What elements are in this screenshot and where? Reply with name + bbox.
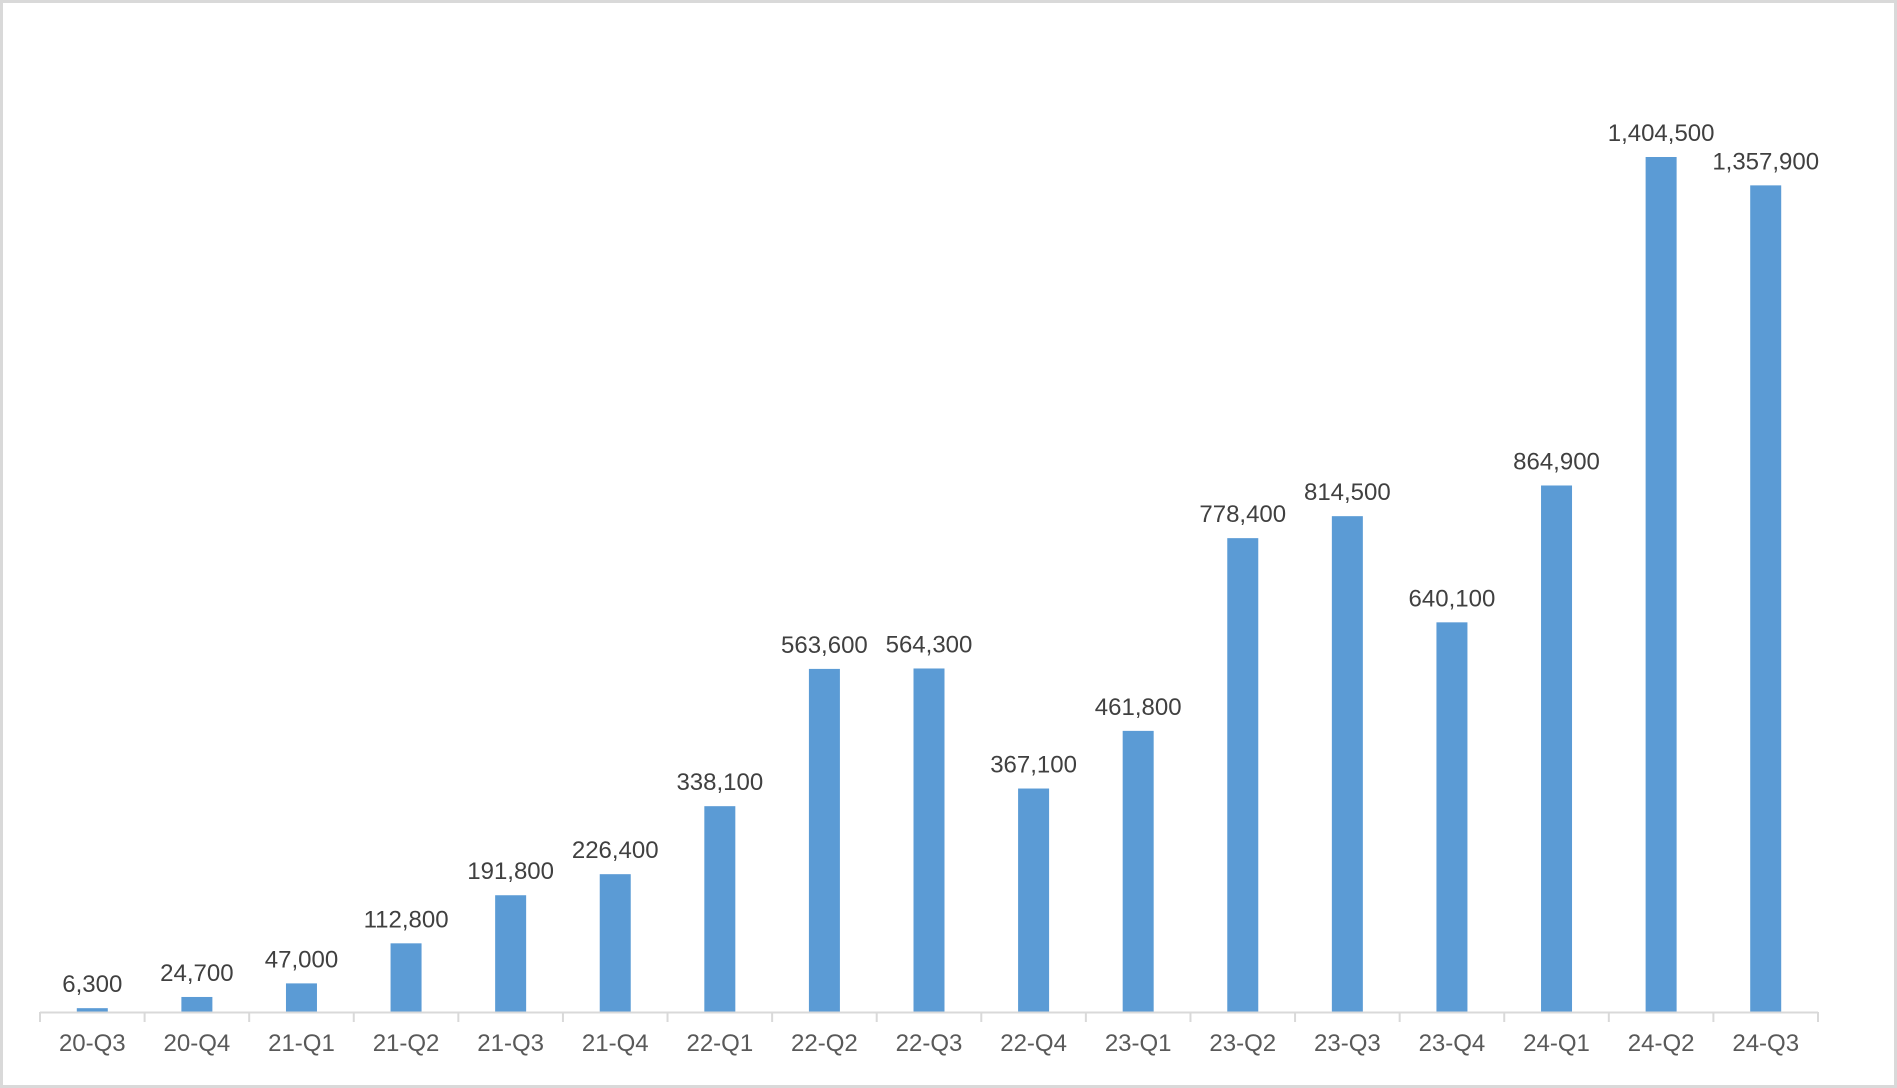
bar-21-Q1 — [285, 983, 317, 1012]
bar-value-label: 191,800 — [467, 858, 554, 885]
x-axis-tick-label: 20-Q3 — [59, 1030, 126, 1057]
bar-23-Q1 — [1122, 730, 1154, 1012]
x-axis-tick-label: 24-Q2 — [1628, 1030, 1695, 1057]
bar-20-Q4 — [181, 996, 213, 1012]
bar-23-Q3 — [1331, 516, 1363, 1012]
x-axis-tick-label: 22-Q2 — [791, 1030, 858, 1057]
bar-value-label: 814,500 — [1304, 479, 1391, 506]
bar-21-Q4 — [599, 874, 631, 1012]
x-axis-tick-label: 21-Q4 — [582, 1030, 649, 1057]
x-axis-tick-label: 22-Q3 — [896, 1030, 963, 1057]
bar-value-label: 461,800 — [1095, 694, 1182, 721]
bars-group — [76, 157, 1782, 1012]
bar-21-Q2 — [390, 943, 422, 1012]
bar-value-label: 24,700 — [160, 960, 233, 987]
x-axis-tick-labels-group: 20-Q3 20-Q4 21-Q1 21-Q2 21-Q3 21-Q4 22-Q1 22-Q2… — [59, 1030, 1799, 1057]
bar-value-label: 778,400 — [1199, 501, 1286, 528]
x-axis-tick-label: 22-Q1 — [686, 1030, 753, 1057]
bar-value-label: 640,100 — [1409, 585, 1496, 612]
x-axis-ticks-group — [39, 1012, 1819, 1022]
x-axis-tick-label: 23-Q2 — [1209, 1030, 1276, 1057]
x-axis-tick-label: 23-Q3 — [1314, 1030, 1381, 1057]
x-axis-tick-label: 20-Q4 — [164, 1030, 231, 1057]
x-axis-tick-label: 21-Q3 — [477, 1030, 544, 1057]
bar-20-Q3 — [76, 1008, 108, 1012]
bar-24-Q1 — [1541, 485, 1573, 1012]
bar-value-label: 6,300 — [62, 971, 122, 998]
x-axis-tick-label: 22-Q4 — [1000, 1030, 1067, 1057]
value-labels-group: 6,300 24,700 47,000 112,800 191,800 226,400 33… — [62, 120, 1819, 998]
x-axis-tick-label: 24-Q3 — [1732, 1030, 1799, 1057]
bar-22-Q2 — [808, 668, 840, 1012]
bar-value-label: 564,300 — [886, 631, 973, 658]
bar-22-Q3 — [913, 668, 945, 1012]
bar-value-label: 226,400 — [572, 837, 659, 864]
x-axis-tick-label: 21-Q2 — [373, 1030, 440, 1057]
bar-value-label: 112,800 — [364, 906, 449, 933]
bar-value-label: 1,357,900 — [1712, 148, 1819, 175]
bar-23-Q2 — [1227, 538, 1259, 1012]
bar-value-label: 864,900 — [1513, 448, 1600, 475]
bar-value-label: 367,100 — [990, 752, 1077, 779]
bar-22-Q1 — [704, 806, 736, 1012]
x-axis-tick-label: 23-Q1 — [1105, 1030, 1172, 1057]
bar-24-Q2 — [1645, 157, 1677, 1012]
bar-21-Q3 — [495, 895, 527, 1012]
bar-value-label: 1,404,500 — [1608, 120, 1715, 147]
x-axis-tick-label: 21-Q1 — [268, 1030, 335, 1057]
bar-value-label: 338,100 — [676, 769, 763, 796]
bar-value-label: 563,600 — [781, 632, 868, 659]
bar-22-Q4 — [1018, 788, 1050, 1012]
bar-24-Q3 — [1750, 185, 1782, 1012]
x-axis-tick-label: 23-Q4 — [1419, 1030, 1486, 1057]
bar-value-label: 47,000 — [265, 946, 338, 973]
bar-23-Q4 — [1436, 622, 1468, 1012]
x-axis-tick-label: 24-Q1 — [1523, 1030, 1590, 1057]
